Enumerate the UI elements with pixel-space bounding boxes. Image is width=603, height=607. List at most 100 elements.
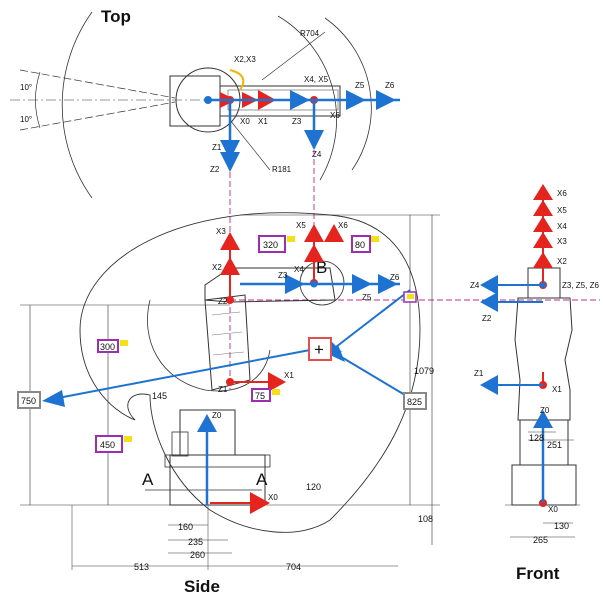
top-z4-arrow bbox=[304, 130, 324, 150]
side-label-x5: X5 bbox=[296, 221, 306, 230]
front-label-z1: Z1 bbox=[474, 369, 484, 378]
svg-text:300: 300 bbox=[100, 342, 115, 352]
svg-text:750: 750 bbox=[21, 396, 36, 406]
svg-text:450: 450 bbox=[100, 440, 115, 450]
side-dim-120: 120 bbox=[306, 482, 321, 492]
side-z3-arrow bbox=[285, 274, 305, 294]
front-label-x3: X3 bbox=[557, 237, 567, 246]
side-box-300: 300 bbox=[97, 339, 128, 353]
front-view-title: Front bbox=[516, 564, 560, 583]
side-label-x2: X2 bbox=[212, 263, 222, 272]
front-x4-arrow bbox=[533, 216, 553, 232]
side-envelope bbox=[79, 212, 331, 533]
side-label-z0: Z0 bbox=[212, 411, 222, 420]
side-label-x3: X3 bbox=[216, 227, 226, 236]
side-dim-160: 160 bbox=[178, 522, 193, 532]
front-z4-arrow bbox=[480, 275, 498, 295]
svg-text:320: 320 bbox=[263, 240, 278, 250]
tcp-cross: + bbox=[314, 340, 324, 359]
front-label-x2: X2 bbox=[557, 257, 567, 266]
top-z-axes bbox=[204, 90, 400, 172]
side-envelope-inner bbox=[147, 299, 271, 392]
side-wrist-b-label: B bbox=[316, 258, 327, 277]
top-reach-arc bbox=[61, 11, 93, 199]
top-angle-upper-line bbox=[19, 69, 176, 99]
side-section-a-right: A bbox=[256, 470, 268, 489]
side-j1-dot bbox=[226, 378, 234, 386]
front-view: X6 X5 X4 X3 X2 Z4 Z3, Z5, Z6 Z2 Z1 X1 Z0… bbox=[470, 184, 599, 583]
svg-text:75: 75 bbox=[255, 391, 265, 401]
side-label-x6: X6 bbox=[338, 221, 348, 230]
side-x6-arrow bbox=[324, 224, 344, 242]
side-x-axes bbox=[210, 224, 344, 514]
side-dim-145: 145 bbox=[152, 391, 167, 401]
front-dim-251: 251 bbox=[547, 440, 562, 450]
side-envelope-right bbox=[329, 214, 421, 521]
side-view-title: Side bbox=[184, 577, 220, 596]
front-label-x1: X1 bbox=[552, 385, 562, 394]
top-angle-upper-label: 10° bbox=[20, 83, 32, 92]
top-label-z2: Z2 bbox=[210, 165, 220, 174]
side-section-a-left: A bbox=[142, 470, 154, 489]
side-label-x1: X1 bbox=[284, 371, 294, 380]
side-label-z1: Z1 bbox=[218, 385, 228, 394]
top-view: Top 10° 10° R704 R181 bbox=[10, 7, 400, 199]
top-label-x0: X0 bbox=[240, 117, 250, 126]
side-dim-108: 108 bbox=[418, 514, 433, 524]
front-z1-arrow bbox=[480, 375, 498, 395]
side-tcp-line-2 bbox=[337, 354, 411, 399]
top-z1-arrow bbox=[220, 140, 240, 160]
front-z2-arrow bbox=[480, 292, 498, 312]
front-label-x0: X0 bbox=[548, 505, 558, 514]
front-label-x4: X4 bbox=[557, 222, 567, 231]
side-dim-235: 235 bbox=[188, 537, 203, 547]
top-label-z5: Z5 bbox=[355, 81, 365, 90]
side-box-320: 320 bbox=[258, 235, 295, 253]
side-750-arrow bbox=[42, 390, 65, 407]
side-x3-arrow bbox=[220, 232, 240, 250]
side-label-z3: Z3 bbox=[278, 271, 288, 280]
side-x1-arrow bbox=[268, 372, 286, 392]
front-label-z356: Z3, Z5, Z6 bbox=[562, 281, 599, 290]
side-lower-arm bbox=[204, 294, 251, 391]
front-arm bbox=[514, 297, 573, 421]
side-z5-arrow bbox=[352, 274, 372, 294]
side-750-line bbox=[57, 349, 311, 399]
side-label-x4: X4 bbox=[294, 265, 304, 274]
side-view: B A A bbox=[17, 212, 440, 596]
top-z5-arrow bbox=[346, 90, 366, 110]
side-pedestal-top bbox=[164, 454, 271, 468]
svg-text:825: 825 bbox=[407, 397, 422, 407]
tcp-box bbox=[308, 337, 332, 361]
front-x3-arrow bbox=[533, 232, 553, 248]
front-dim-128: 128 bbox=[529, 433, 544, 443]
front-label-x6: X6 bbox=[557, 189, 567, 198]
side-base-box bbox=[171, 431, 189, 457]
side-label-z5: Z5 bbox=[362, 293, 372, 302]
side-box-750: 750 bbox=[17, 391, 41, 409]
top-radius-inner-leader bbox=[229, 119, 271, 171]
top-radius-inner-label: R181 bbox=[272, 165, 292, 174]
side-dim-704: 704 bbox=[286, 562, 301, 572]
top-radius-outer-label: R704 bbox=[300, 29, 320, 38]
side-box-450: 450 bbox=[95, 435, 132, 453]
front-x2-arrow bbox=[533, 252, 553, 268]
front-dim-130: 130 bbox=[554, 521, 569, 531]
side-label-z2: Z2 bbox=[218, 297, 228, 306]
top-label-z1: Z1 bbox=[212, 143, 222, 152]
top-reach-arc-right bbox=[277, 15, 337, 181]
side-dim-513: 513 bbox=[134, 562, 149, 572]
top-rotation-arc bbox=[229, 69, 245, 91]
side-j2-dot bbox=[226, 296, 234, 304]
top-angle-arc bbox=[35, 71, 41, 129]
side-z-origin bbox=[310, 280, 318, 288]
top-label-z4: Z4 bbox=[312, 150, 322, 159]
front-dim-265: 265 bbox=[533, 535, 548, 545]
side-box-tool bbox=[403, 291, 417, 303]
front-label-z2: Z2 bbox=[482, 314, 492, 323]
side-dim-1079: 1079 bbox=[414, 366, 434, 376]
side-z6-arrow bbox=[378, 274, 398, 294]
side-x0-arrow bbox=[250, 492, 270, 514]
side-tcp-line-1 bbox=[331, 289, 411, 351]
